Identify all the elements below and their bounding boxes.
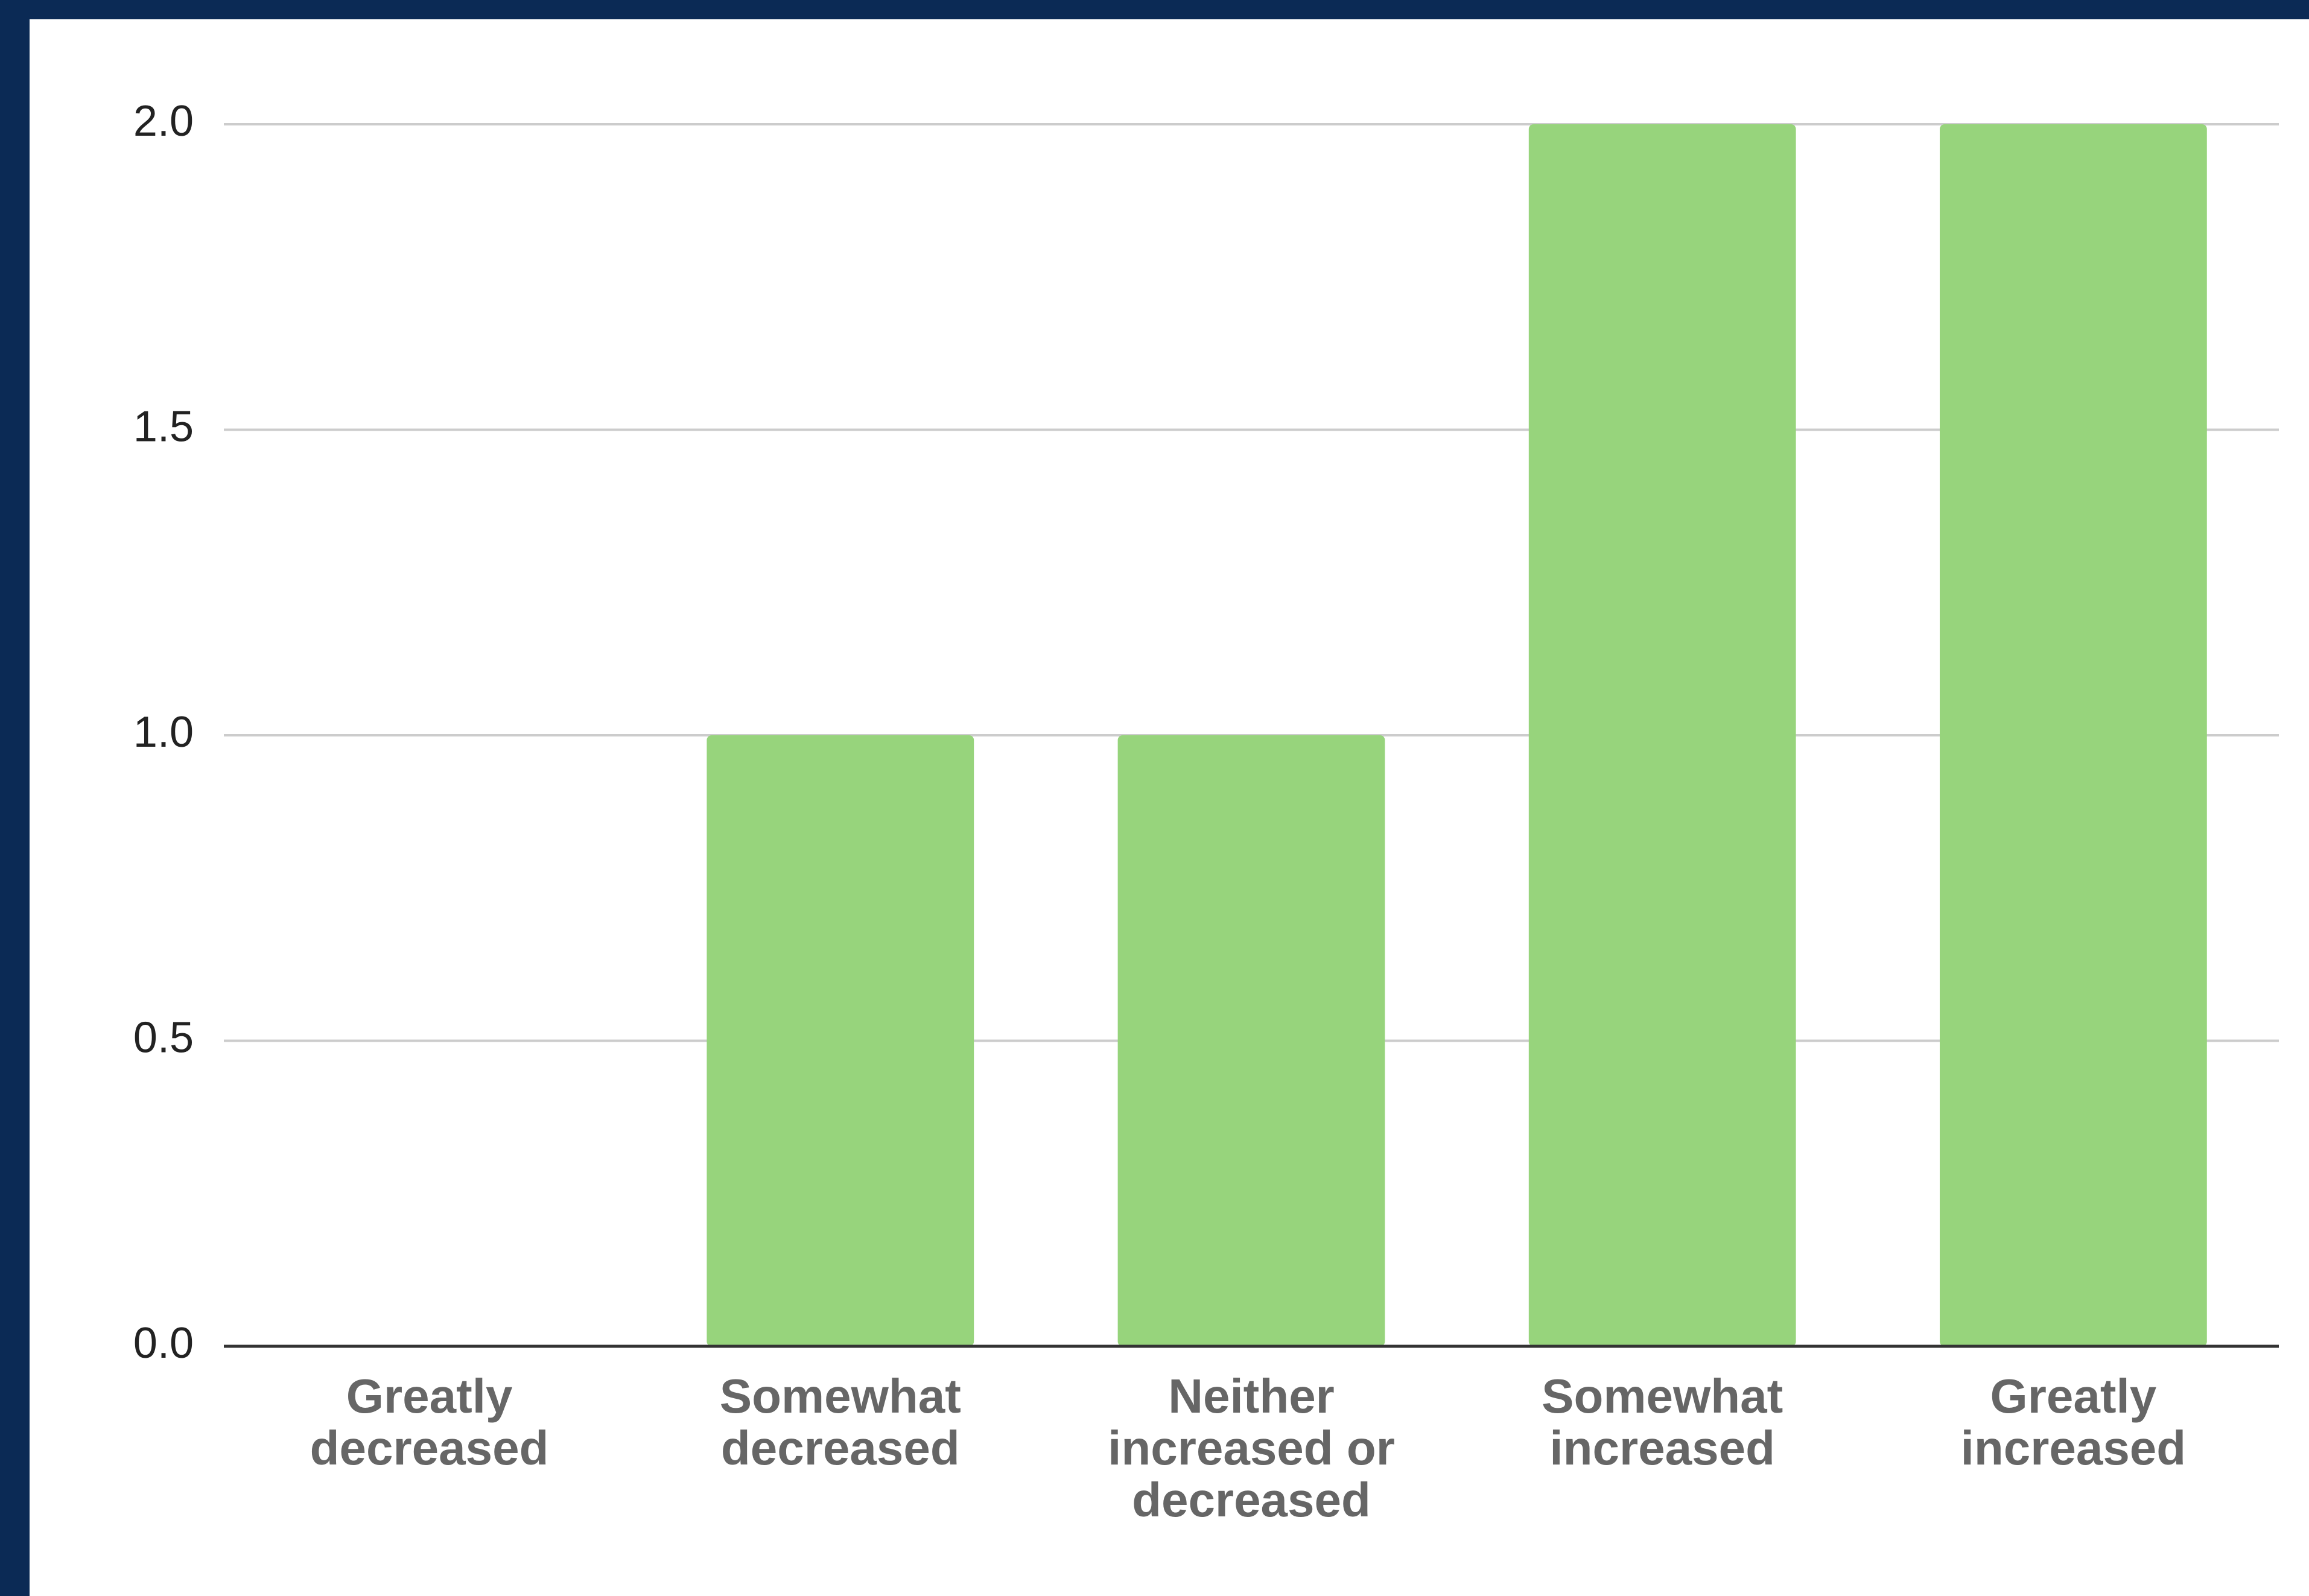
category-label-line: decreased — [1132, 1473, 1371, 1527]
y-tick-label: 1.5 — [133, 403, 194, 451]
bars — [707, 124, 2207, 1346]
category-label: Greatly increased — [1961, 1369, 2187, 1475]
y-tick-label: 0.0 — [133, 1319, 194, 1367]
bar — [707, 735, 974, 1346]
category-label: Somewhat increased — [1542, 1369, 1783, 1475]
category-label: Greatly decreased — [310, 1369, 549, 1475]
y-tick-label: 2.0 — [133, 97, 194, 145]
category-label-line: increased or — [1108, 1421, 1395, 1475]
category-label-line: increased — [1961, 1421, 2187, 1475]
chart-panel: 0.0 0.5 1.0 1.5 2.0 Greatly decreased Somewhat… — [30, 19, 2309, 1596]
category-label-line: Greatly — [1990, 1369, 2157, 1423]
y-tick-labels: 0.0 0.5 1.0 1.5 2.0 — [133, 97, 194, 1367]
bar-chart: 0.00.51.01.52.0 Greatly decreasedSomewhat… — [133, 97, 2279, 1527]
bar — [1940, 124, 2207, 1346]
category-label-line: Somewhat — [1542, 1369, 1783, 1423]
category-label-line: Somewhat — [720, 1369, 961, 1423]
y-tick-label: 0.5 — [133, 1014, 194, 1062]
y-tick-label: 1.0 — [133, 708, 194, 756]
bar — [1528, 124, 1796, 1346]
category-label: Somewhat decreased — [720, 1369, 961, 1475]
category-label-line: decreased — [721, 1421, 960, 1475]
category-label-line: increased — [1549, 1421, 1775, 1475]
category-label-line: Neither — [1168, 1369, 1335, 1423]
category-label: Neither increased or decreased — [1108, 1369, 1395, 1527]
category-label-line: Greatly — [346, 1369, 513, 1423]
category-label-line: decreased — [310, 1421, 549, 1475]
bar — [1117, 735, 1385, 1346]
